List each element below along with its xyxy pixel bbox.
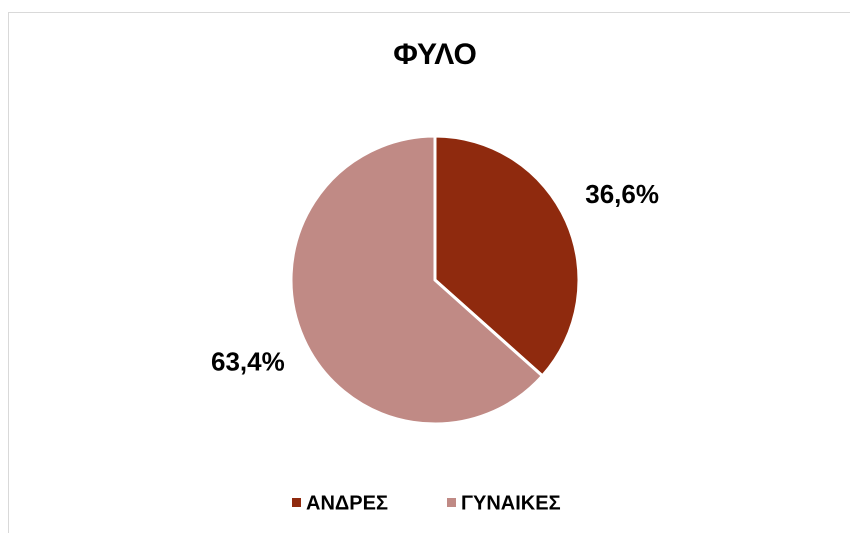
pie-slice [289, 134, 545, 426]
legend-label: ΓΥΝΑΙΚΕΣ [461, 492, 561, 514]
legend-label: ΑΝΔΡΕΣ [306, 492, 388, 514]
chart-title: ΦΥΛΟ [393, 38, 477, 71]
data-label: 36,6% [585, 179, 659, 209]
legend-swatch [447, 498, 456, 507]
pie-slice [433, 134, 581, 379]
legend-swatch [292, 498, 301, 507]
data-label: 63,4% [211, 347, 285, 377]
